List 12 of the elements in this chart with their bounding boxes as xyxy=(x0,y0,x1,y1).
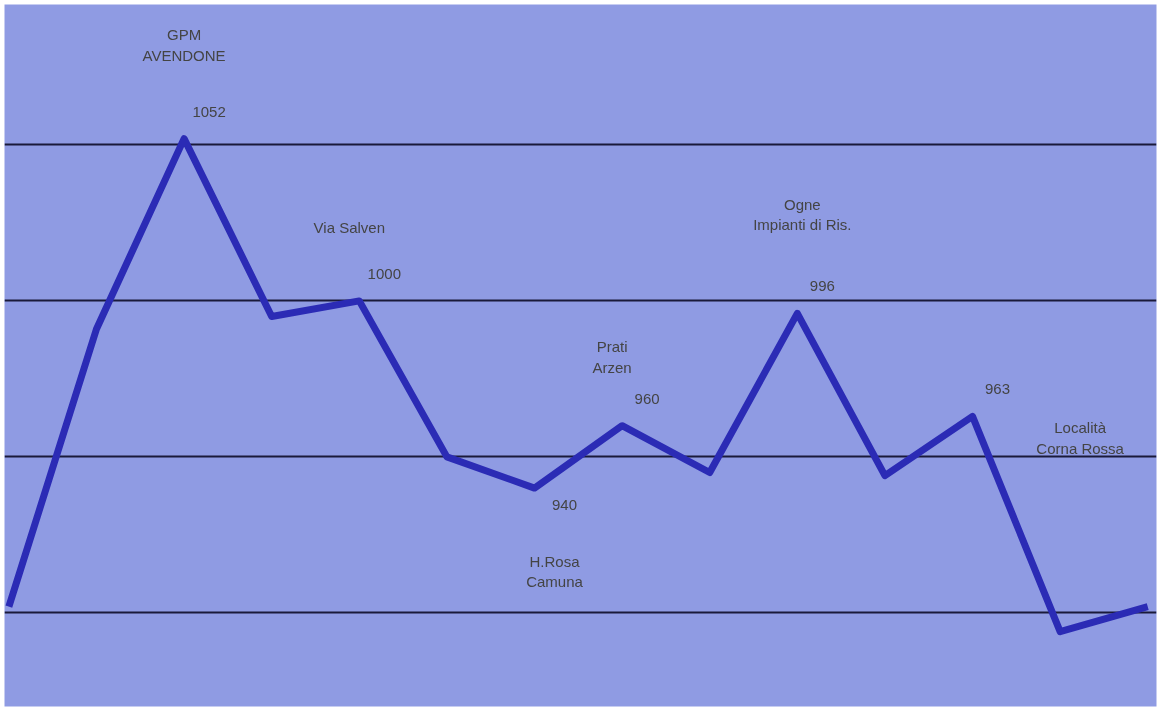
annotation: GPM AVENDONE xyxy=(142,26,226,64)
annotation: Località Corna Rossa xyxy=(1036,419,1125,457)
annotation: Prati Arzen xyxy=(592,338,632,376)
data-label: 940 xyxy=(551,496,578,514)
annotation: Via Salven xyxy=(313,218,386,236)
data-label: 963 xyxy=(985,380,1011,398)
annotation: Ogne Impianti di Ris. xyxy=(753,195,852,234)
data-label: 996 xyxy=(809,277,835,295)
annotation: H.Rosa Camuna xyxy=(526,553,584,591)
data-label: 1052 xyxy=(192,102,226,120)
data-label: 960 xyxy=(634,389,660,407)
data-label: 1000 xyxy=(367,264,401,282)
